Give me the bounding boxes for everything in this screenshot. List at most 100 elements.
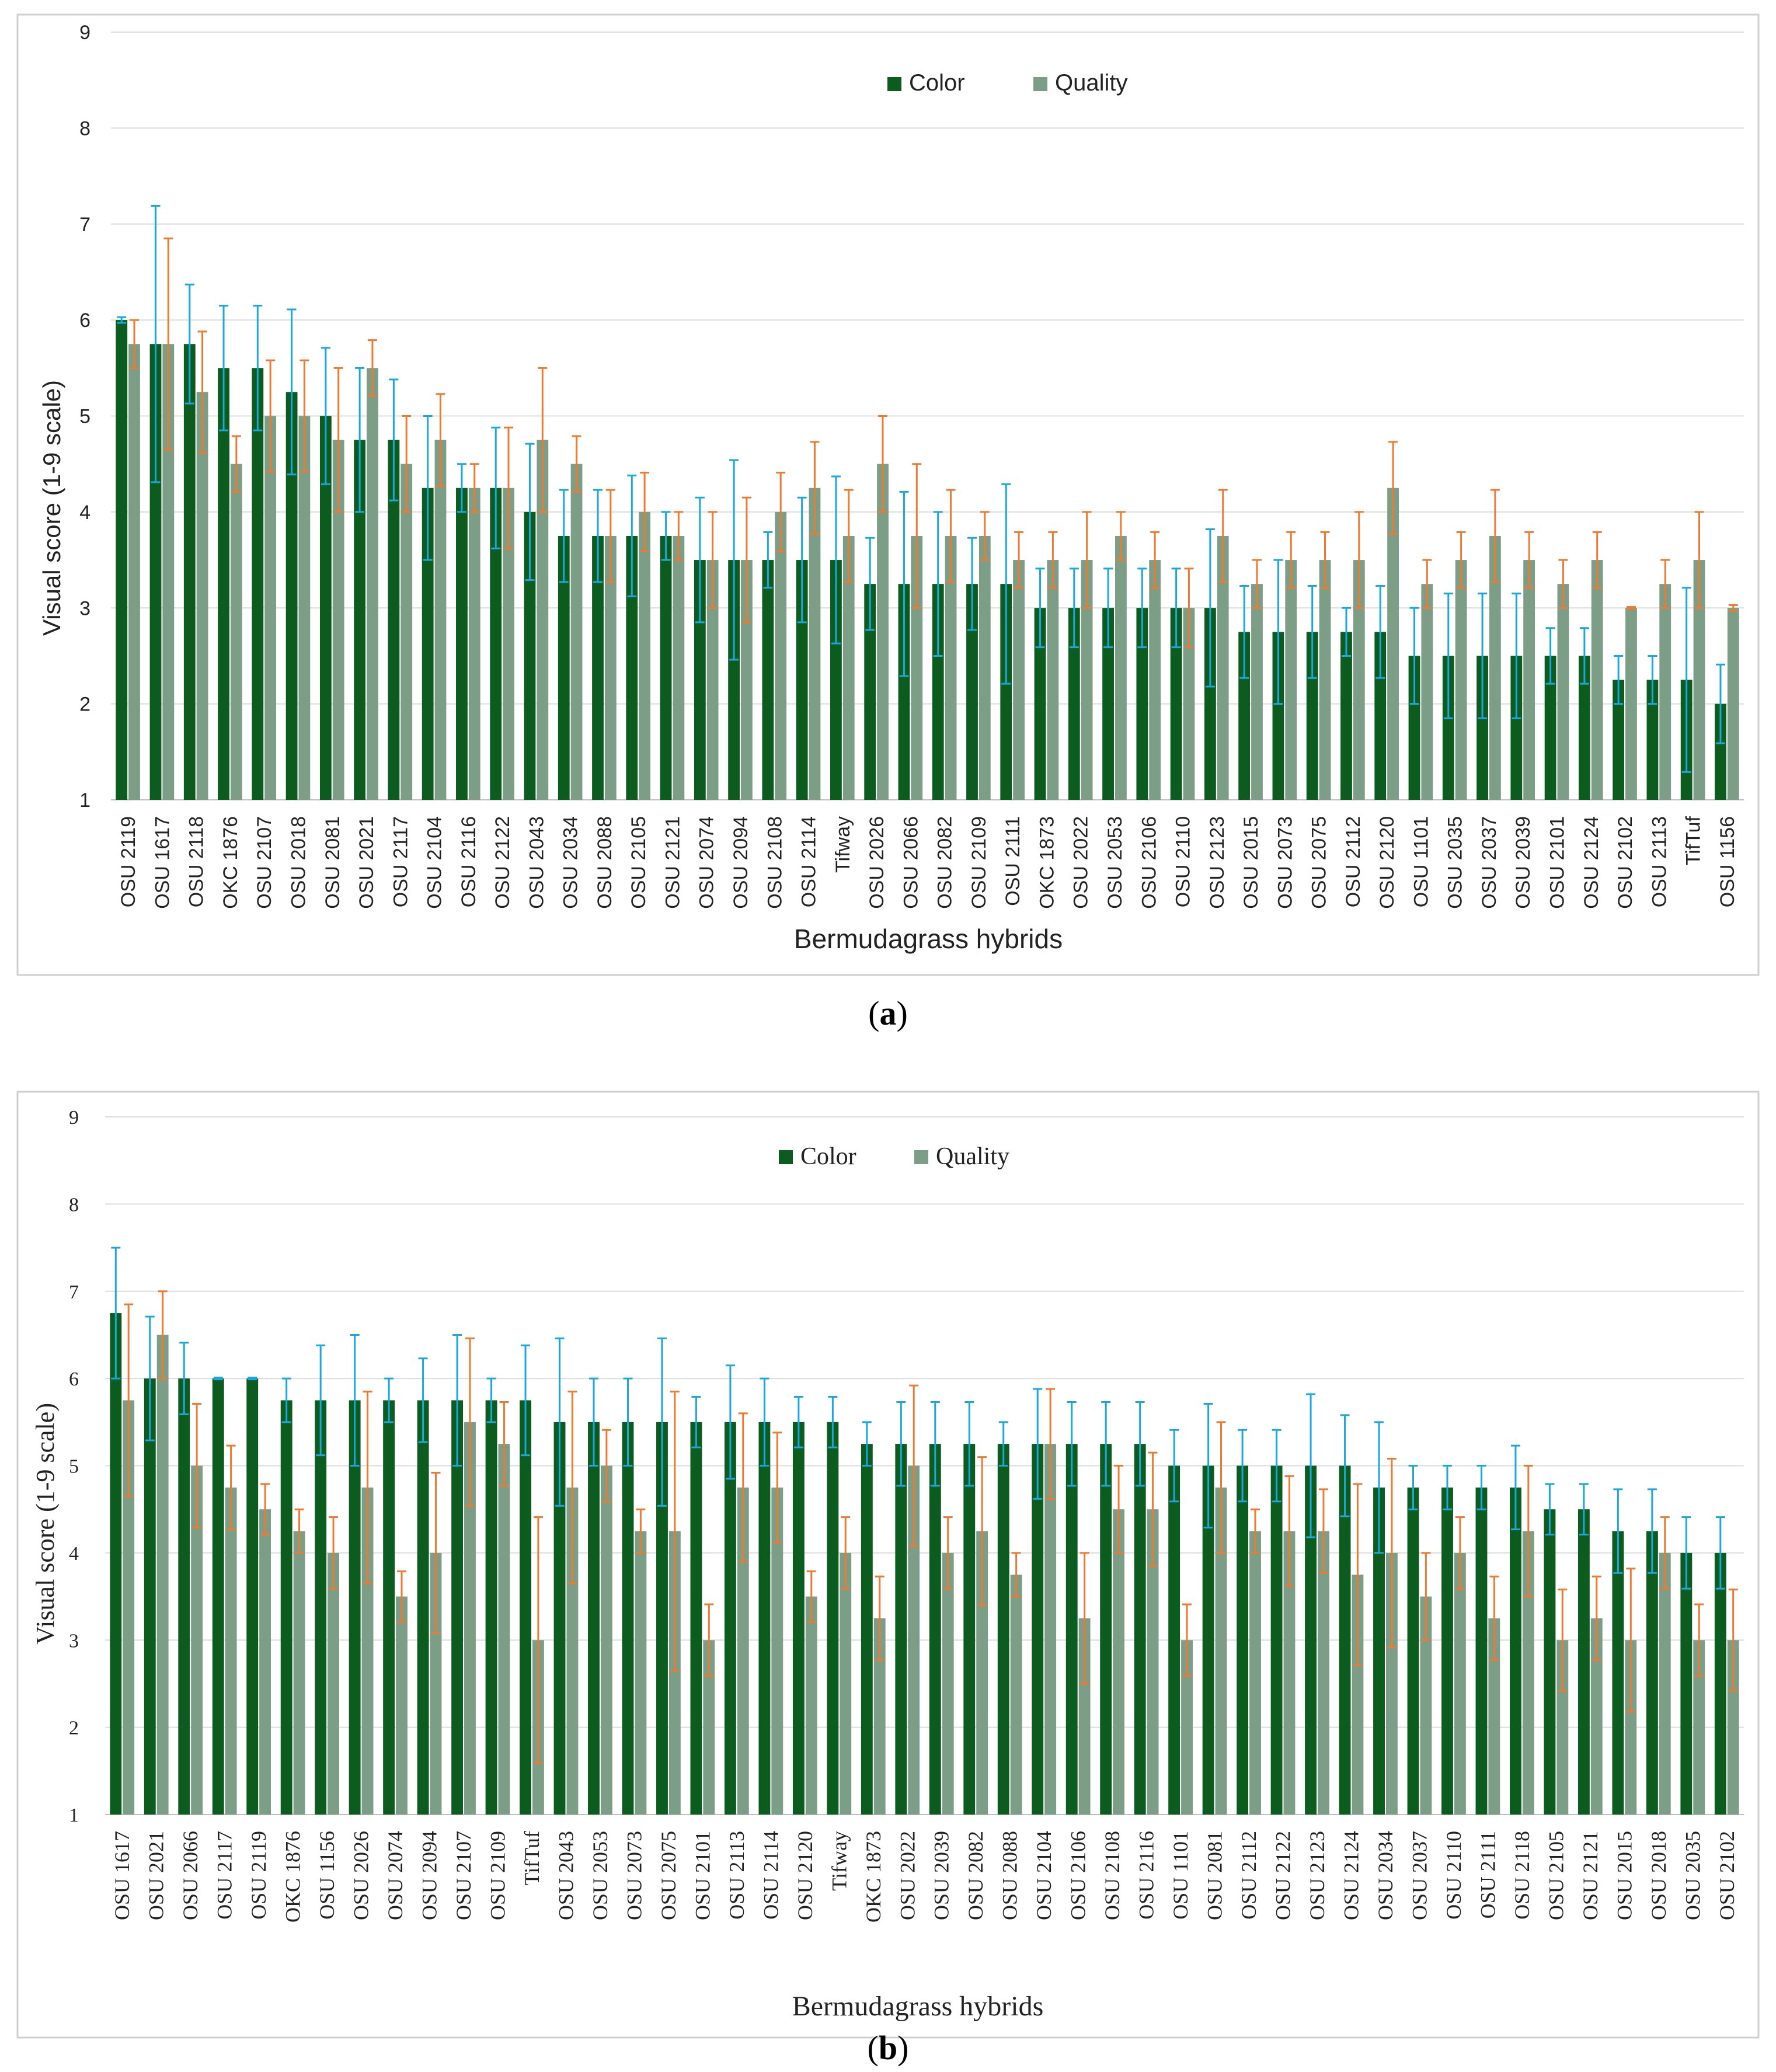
bar-quality-b: [1488, 1618, 1500, 1815]
x-tick-label-a: OSU 2117: [389, 816, 412, 907]
x-tick-label-b: OSU 2114: [759, 1831, 782, 1920]
bar-quality-a: [537, 440, 549, 800]
bar-quality-a: [639, 511, 651, 800]
bar-quality-b: [123, 1400, 135, 1815]
bar-color-a: [1068, 608, 1080, 800]
x-tick-label-b: OSU 2116: [1135, 1831, 1158, 1920]
bar-color-b: [656, 1422, 668, 1815]
bar-quality-a: [673, 535, 685, 800]
bar-color-a: [1204, 608, 1216, 800]
bar-color-a: [422, 487, 434, 800]
y-axis-title-b: Visual score (1-9 scale): [31, 1403, 60, 1645]
bar-quality-a: [367, 368, 378, 800]
bar-color-b: [861, 1444, 873, 1815]
bar-quality-b: [1078, 1618, 1091, 1815]
bar-color-a: [1715, 704, 1726, 800]
x-tick-label-b: OSU 2026: [350, 1831, 373, 1920]
bar-quality-a: [1183, 608, 1195, 800]
bar-quality-a: [1591, 560, 1603, 800]
x-tick-label-b: OSU 2118: [1510, 1831, 1534, 1920]
bar-color-b: [1373, 1487, 1385, 1815]
chart-panel-a: 1 2 3 4 5 6 7 8 9 OSU 2119 OSU 1617 OSU 2118 OKC 18…: [16, 13, 1760, 976]
bar-color-b: [553, 1422, 566, 1815]
y-tick-label-a: 8: [79, 117, 90, 140]
x-tick-label-b: OSU 1156: [315, 1831, 339, 1920]
bar-quality-a: [1455, 560, 1467, 800]
bar-quality-b: [771, 1487, 783, 1815]
bar-quality-b: [361, 1487, 374, 1815]
bar-quality-a: [1523, 560, 1535, 800]
bar-color-a: [218, 368, 229, 800]
bar-color-a: [149, 344, 162, 800]
legend-swatch-quality-b: [914, 1150, 928, 1164]
x-tick-label-b: OSU 2082: [964, 1831, 987, 1920]
bar-color-b: [1577, 1509, 1590, 1815]
bar-quality-a: [298, 416, 311, 800]
y-tick-label-b: 3: [69, 1630, 79, 1652]
bar-color-a: [932, 584, 944, 800]
bar-color-a: [1306, 632, 1318, 800]
x-tick-label-a: OSU 2034: [560, 816, 582, 909]
bar-quality-a: [1251, 584, 1263, 800]
x-tick-label-a: OSU 2026: [866, 816, 888, 909]
bar-quality-b: [1659, 1552, 1671, 1815]
bar-quality-a: [1013, 560, 1025, 800]
x-tick-label-b: OSU 1101: [1169, 1831, 1192, 1920]
bar-color-a: [830, 560, 842, 800]
bar-quality-b: [1283, 1531, 1296, 1815]
legend-swatch-color-b: [779, 1150, 793, 1164]
panel-label-b: (b): [868, 2029, 909, 2067]
bar-color-b: [1544, 1509, 1556, 1815]
bar-color-a: [1544, 656, 1556, 800]
error-bars-a: [117, 205, 1738, 773]
x-tick-label-b: OSU 2119: [247, 1831, 270, 1920]
bar-quality-a: [128, 344, 140, 800]
x-tick-label-a: OSU 2021: [356, 816, 378, 909]
bar-quality-a: [468, 487, 480, 800]
bar-quality-b: [840, 1552, 852, 1815]
x-tick-label-b: OSU 2018: [1647, 1831, 1670, 1920]
bar-quality-b: [1215, 1487, 1227, 1815]
bar-quality-a: [1115, 535, 1127, 800]
x-tick-label-b: OSU 2043: [554, 1831, 577, 1920]
bar-quality-b: [1010, 1575, 1022, 1815]
bar-color-a: [1000, 584, 1012, 800]
bar-quality-b: [1113, 1509, 1125, 1815]
bar-color-b: [997, 1444, 1009, 1815]
x-tick-label-a: OSU 2116: [458, 816, 480, 907]
bar-color-b: [520, 1400, 531, 1815]
y-tick-label-b: 1: [69, 1805, 79, 1826]
x-tick-label-a: OSU 2082: [934, 816, 956, 909]
x-tick-label-b: OSU 2075: [657, 1831, 680, 1920]
y-tick-label-b: 6: [69, 1368, 79, 1390]
bar-quality-b: [737, 1487, 749, 1815]
y-tick-label-a: 5: [79, 406, 90, 428]
bar-quality-a: [1149, 560, 1161, 800]
bar-quality-a: [775, 511, 787, 800]
x-tick-label-a: OSU 1617: [151, 816, 173, 909]
bar-color-b: [1270, 1465, 1283, 1815]
bar-color-b: [383, 1400, 395, 1815]
bar-color-b: [1168, 1465, 1180, 1815]
x-tick-label-a: OSU 1156: [1716, 816, 1739, 907]
x-tick-label-a: OSU 2053: [1104, 816, 1126, 909]
x-tick-label-b: OSU 2106: [1067, 1831, 1090, 1920]
bar-color-b: [1202, 1465, 1214, 1815]
x-tick-label-a: OSU 2102: [1614, 816, 1636, 909]
bar-quality-a: [978, 535, 991, 800]
x-tick-label-a: OSU 2111: [1002, 816, 1024, 906]
x-tick-label-b: OSU 2113: [725, 1831, 748, 1920]
x-tick-label-a: OSU 2081: [322, 816, 344, 909]
bar-color-b: [1646, 1531, 1658, 1815]
bar-color-b: [485, 1400, 497, 1815]
x-tick-label-b: OSU 2121: [1579, 1831, 1602, 1920]
legend-b: Color Quality: [779, 1143, 1009, 1170]
bar-quality-b: [1522, 1531, 1534, 1815]
x-tick-label-a: OSU 2074: [696, 816, 718, 909]
legend-label-color-b: Color: [800, 1143, 856, 1170]
x-tick-label-a: OSU 2118: [186, 816, 208, 907]
bar-color-a: [183, 344, 196, 800]
bar-quality-b: [1693, 1640, 1705, 1815]
bar-quality-b: [191, 1465, 203, 1815]
